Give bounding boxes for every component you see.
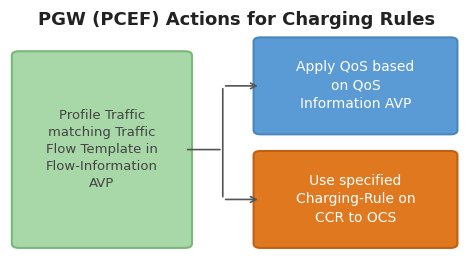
Text: Apply QoS based
on QoS
Information AVP: Apply QoS based on QoS Information AVP [296,60,415,111]
Text: Profile Traffic
matching Traffic
Flow Template in
Flow-Information
AVP: Profile Traffic matching Traffic Flow Te… [46,109,158,190]
Text: Use specified
Charging-Rule on
CCR to OCS: Use specified Charging-Rule on CCR to OC… [296,174,415,225]
Text: PGW (PCEF) Actions for Charging Rules: PGW (PCEF) Actions for Charging Rules [38,11,436,29]
FancyBboxPatch shape [254,151,457,248]
FancyBboxPatch shape [254,37,457,134]
FancyBboxPatch shape [12,51,192,248]
